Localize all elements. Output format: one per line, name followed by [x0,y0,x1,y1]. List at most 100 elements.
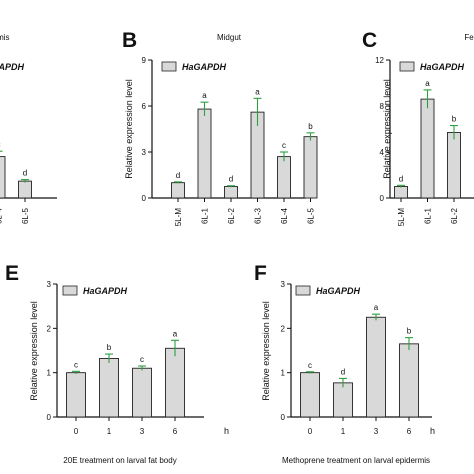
y-axis-label: Relative expression level [261,301,271,401]
x-tick-label: 5L-M [174,208,183,227]
y-tick-label: 0 [380,194,385,203]
x-tick-label: 6L-1 [201,207,210,224]
y-tick-label: 0 [281,413,286,422]
bar [420,98,435,199]
y-tick-label: 3 [281,280,286,289]
panel-title: Fe [464,33,474,42]
legend-swatch [295,285,311,296]
y-axis-label: Relative expression level [29,301,39,401]
significance-letter: c [282,141,286,150]
x-tick-label: 6L-1 [424,207,433,224]
legend-label: HaGAPDH [182,62,227,72]
y-axis-label: Relative expression level [124,79,134,179]
bar [303,136,318,199]
bar [277,156,291,199]
legend-label: HaGAPDH [83,286,128,296]
panel-letter: E [5,262,19,285]
y-tick-label: 6 [142,102,147,111]
bar [18,180,32,199]
x-tick-label: 3 [140,427,145,436]
panel-c: C Fe 0 4 8 12 Relative expression level HaGAPDH… [362,29,474,226]
panel-letter: B [122,29,137,52]
significance-letter: a [425,79,430,88]
panel-e: E 0 1 2 3 Relative expression level HaGAPDH c 0 b… [5,262,229,465]
x-tick-label: 5L-M [397,208,406,227]
panel-title: rmis [0,33,10,42]
bar [394,186,408,199]
bar [66,372,86,418]
significance-letter: d [399,174,403,183]
x-tick-label: 6 [407,427,412,436]
significance-letter: b [107,343,112,352]
legend-label: HaGAPDH [316,286,361,296]
bar [197,108,212,199]
legend-swatch [161,61,177,72]
x-caption: 20E treatment on larval fat body [63,456,176,465]
bar [165,347,185,418]
legend-swatch [62,285,78,296]
bar [0,156,6,199]
significance-letter: a [374,303,379,312]
legend-label: HaGAPDH [420,62,465,72]
y-tick-label: 4 [380,148,385,157]
y-tick-label: 3 [142,148,147,157]
y-tick-label: 2 [47,324,52,333]
significance-letter: a [173,329,178,338]
y-tick-label: 1 [281,369,286,378]
panel-title: Midgut [217,33,242,42]
x-unit: h [224,426,229,436]
panel-b: B Midgut 0 3 6 9 Relative expression level HaGA… [122,29,318,227]
y-tick-label: 9 [142,56,147,65]
y-tick-label: 3 [47,280,52,289]
x-tick-label: 0 [308,427,313,436]
legend-label: HaGAPDH [0,62,25,72]
y-tick-label: 2 [281,324,286,333]
significance-letter: c [74,360,78,369]
legend-swatch [399,61,415,72]
x-tick-label: 0 [74,427,79,436]
significance-letter: d [229,175,233,184]
bar [224,186,238,199]
significance-letter: c [0,140,1,149]
y-tick-label: 12 [375,56,384,65]
significance-letter: c [140,355,144,364]
x-tick-label: 6L-4 [280,207,289,224]
bar [171,182,185,199]
significance-letter: a [202,91,207,100]
x-tick-label: 6 [173,427,178,436]
x-tick-label: 6L-5 [307,207,316,224]
x-unit: h [430,426,435,436]
x-tick-label: 1 [341,427,346,436]
panel-letter: F [254,262,267,285]
x-tick-label: 3 [374,427,379,436]
x-tick-label: 1 [107,427,112,436]
bar [333,382,353,418]
bar [366,316,386,418]
panel-letter: C [362,29,377,52]
bar [399,343,419,418]
y-tick-label: 0 [142,194,147,203]
significance-letter: d [341,367,345,376]
panel-f: F 0 1 2 3 Relative expression level HaGAPDH c 0 d… [254,262,435,465]
bar [99,358,119,418]
x-tick-label: 6L-2 [227,207,236,224]
x-tick-label: 6L-2 [450,207,459,224]
y-axis-label: Relative expression level [382,79,392,179]
significance-letter: b [308,122,313,131]
bar [132,367,152,418]
significance-letter: d [176,171,180,180]
y-tick-label: 8 [380,102,385,111]
significance-letter: b [452,115,457,124]
y-tick-label: 1 [47,369,52,378]
bar [447,131,461,199]
significance-letter: a [255,87,260,96]
bar [300,372,320,418]
y-tick-label: 0 [47,413,52,422]
significance-letter: b [407,327,412,336]
x-tick-label: 6L-4 [0,207,4,224]
x-tick-label: 6L-5 [21,207,30,224]
x-caption: Methoprene treatment on larval epidermis [282,456,430,465]
significance-letter: c [308,361,312,370]
